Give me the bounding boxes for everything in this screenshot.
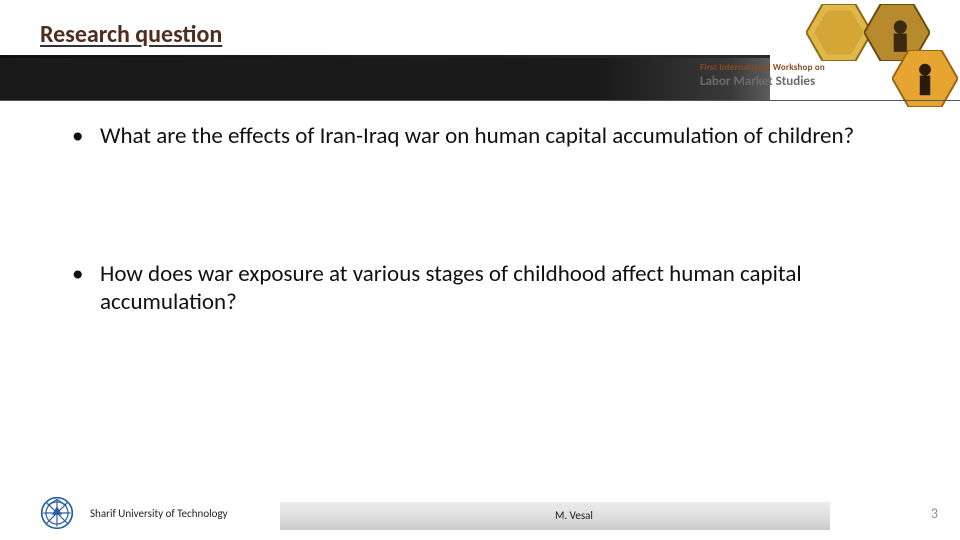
workshop-label: First International Workshop on Labor Ma… xyxy=(700,62,880,89)
workshop-line1: First International Workshop on xyxy=(700,62,880,73)
slide-title: Research question xyxy=(40,20,222,49)
hexagon-icon xyxy=(892,50,958,107)
footer-university: Sharif University of Technology xyxy=(90,507,228,520)
header: Research question First International Wo… xyxy=(0,0,960,100)
university-logo-icon xyxy=(40,496,74,530)
page-number: 3 xyxy=(931,505,938,522)
bullet-item: What are the effects of Iran-Iraq war on… xyxy=(60,122,910,150)
footer: Sharif University of Technology M. Vesal… xyxy=(0,490,960,540)
header-divider xyxy=(0,100,960,101)
footer-author: M. Vesal xyxy=(555,509,593,522)
hexagon-icon xyxy=(806,4,872,61)
bullet-item: How does war exposure at various stages … xyxy=(60,260,910,316)
title-band xyxy=(0,58,770,100)
workshop-line2: Labor Market Studies xyxy=(700,74,880,89)
header-graphics: First International Workshop on Labor Ma… xyxy=(765,0,960,100)
content-area: What are the effects of Iran-Iraq war on… xyxy=(60,122,910,426)
